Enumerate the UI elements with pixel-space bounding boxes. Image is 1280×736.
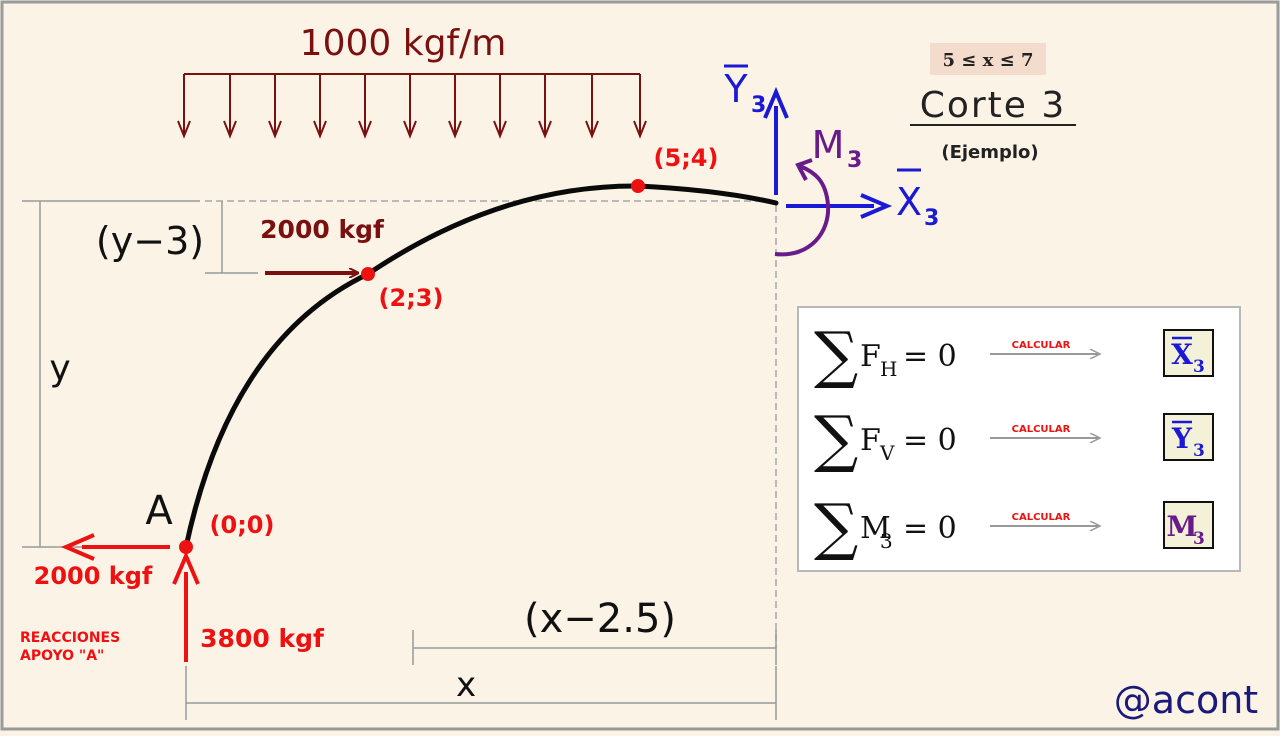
result-subscript: 3	[1193, 529, 1205, 549]
watermark: @acont	[1114, 678, 1258, 722]
equation-subscript: H	[880, 357, 897, 381]
support-label-A: A	[145, 488, 173, 534]
reaction-vertical	[172, 550, 200, 662]
load-arrows	[177, 74, 647, 139]
point-2-3	[361, 267, 375, 281]
equation-variable: F	[860, 423, 881, 458]
load-arrow	[585, 74, 599, 139]
dim-y-minus-3: (y−3)	[96, 219, 204, 263]
label-M3-sub: 3	[847, 148, 862, 173]
sum-symbol: ∑	[814, 490, 858, 563]
load-arrow	[313, 74, 327, 139]
point-0-0	[179, 540, 193, 554]
label-X3-sub: 3	[924, 206, 939, 231]
reaction-horizontal	[60, 533, 170, 561]
result-symbol: X	[1171, 338, 1193, 371]
equation-variable: F	[860, 339, 881, 374]
equation-variable: M	[860, 511, 891, 546]
force-label-horizontal: 2000 kgf	[260, 215, 385, 244]
equation-subscript: 3	[880, 529, 893, 553]
load-label: 1000 kgf/m	[300, 23, 507, 64]
equation-subscript: V	[879, 441, 895, 465]
load-arrow	[633, 74, 647, 139]
sum-symbol: ∑	[814, 318, 858, 391]
reaction-label-vertical: 3800 kgf	[200, 624, 325, 653]
equation-rhs: = 0	[903, 423, 957, 458]
label-M3: M	[812, 123, 845, 167]
result-box	[1163, 501, 1214, 549]
load-arrow	[177, 74, 191, 139]
result-subscript: 3	[1193, 357, 1205, 377]
distributed-load: 1000 kgf/m	[177, 23, 647, 139]
result-subscript: 3	[1193, 441, 1205, 461]
equations-list: ∑ F H = 0 CALCULAR X 3∑ F V = 0 CALCULAR Y 3∑ M3 = 0 CA…	[814, 318, 1214, 563]
result-symbol: M	[1167, 510, 1198, 543]
internal-force-X3: X 3	[786, 168, 939, 231]
equation-row: ∑ M3 = 0 CALCULAR M3	[814, 490, 1214, 563]
calcular-label: CALCULAR	[1012, 340, 1071, 351]
calcular-label: CALCULAR	[1012, 424, 1071, 435]
dimension-lines	[22, 200, 777, 720]
internal-moment-M3: M 3	[774, 123, 862, 257]
result-symbol: Y	[1171, 422, 1193, 455]
label-X3: X	[896, 180, 922, 224]
point-5-4	[631, 179, 645, 193]
equation-rhs: = 0	[903, 511, 957, 546]
section-title: Corte 3	[920, 85, 1067, 126]
load-arrow	[268, 74, 282, 139]
point-label-5-4: (5;4)	[654, 144, 719, 172]
equation-row: ∑ F V = 0 CALCULAR Y 3	[814, 402, 1214, 475]
equation-rhs: = 0	[903, 339, 957, 374]
dim-y: y	[49, 348, 70, 389]
point-label-2-3: (2;3)	[379, 284, 444, 312]
load-arrow	[538, 74, 552, 139]
range-badge-bg	[930, 43, 1046, 75]
reactions-caption-line1: REACCIONES	[20, 630, 120, 646]
section-subtitle: (Ejemplo)	[941, 142, 1038, 163]
calcular-label: CALCULAR	[1012, 512, 1071, 523]
reaction-label-horizontal: 2000 kgf	[34, 562, 153, 590]
equation-row: ∑ F H = 0 CALCULAR X 3	[814, 318, 1214, 391]
point-label-0-0: (0;0)	[210, 511, 275, 539]
internal-force-Y3: Y 3	[723, 64, 789, 195]
load-arrow	[358, 74, 372, 139]
load-arrow	[493, 74, 507, 139]
label-Y3-sub: 3	[751, 93, 766, 118]
reactions-caption-line2: APOYO "A"	[20, 648, 104, 664]
load-arrow	[448, 74, 462, 139]
label-Y3: Y	[723, 67, 748, 111]
sum-symbol: ∑	[814, 402, 858, 475]
load-arrow	[403, 74, 417, 139]
range-badge: 5 ≤ x ≤ 7	[942, 50, 1033, 71]
load-arrow	[223, 74, 237, 139]
arch-curve	[183, 183, 779, 550]
dim-x: x	[456, 665, 476, 705]
dim-x-minus-2-5: (x−2.5)	[524, 596, 676, 642]
